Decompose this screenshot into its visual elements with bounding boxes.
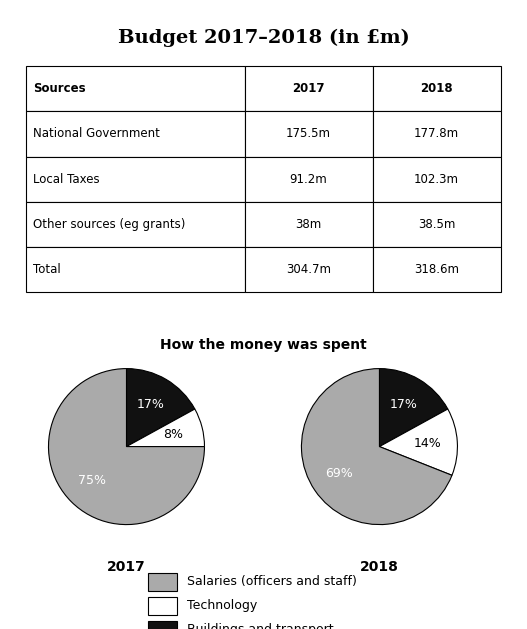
- Text: Sources: Sources: [33, 82, 85, 95]
- Text: Technology: Technology: [187, 599, 257, 612]
- Bar: [373, 247, 501, 292]
- Bar: [245, 66, 373, 111]
- Text: Other sources (eg grants): Other sources (eg grants): [33, 218, 185, 231]
- Text: 177.8m: 177.8m: [414, 128, 459, 140]
- Text: 91.2m: 91.2m: [290, 173, 327, 186]
- Bar: [245, 202, 373, 247]
- Text: 75%: 75%: [79, 474, 106, 487]
- Text: 2017: 2017: [107, 560, 146, 574]
- Text: 2018: 2018: [421, 82, 453, 95]
- Bar: [245, 157, 373, 202]
- Text: 69%: 69%: [326, 467, 353, 481]
- Wedge shape: [126, 369, 195, 447]
- Text: Budget 2017–2018 (in £m): Budget 2017–2018 (in £m): [118, 28, 409, 47]
- Bar: [373, 157, 501, 202]
- Wedge shape: [379, 409, 457, 476]
- Text: 14%: 14%: [414, 437, 442, 450]
- Bar: [245, 247, 373, 292]
- Bar: [26, 111, 245, 157]
- Bar: [373, 202, 501, 247]
- Bar: [26, 66, 245, 111]
- Text: 17%: 17%: [137, 398, 165, 411]
- Text: 17%: 17%: [390, 398, 418, 411]
- Wedge shape: [48, 369, 204, 525]
- Text: 175.5m: 175.5m: [286, 128, 331, 140]
- Bar: [148, 621, 177, 629]
- Text: Local Taxes: Local Taxes: [33, 173, 99, 186]
- Text: 2018: 2018: [360, 560, 399, 574]
- Text: 8%: 8%: [163, 428, 183, 441]
- Text: National Government: National Government: [33, 128, 160, 140]
- Text: Salaries (officers and staff): Salaries (officers and staff): [187, 576, 357, 588]
- Bar: [373, 66, 501, 111]
- Text: 304.7m: 304.7m: [286, 264, 331, 276]
- Bar: [26, 157, 245, 202]
- Text: 102.3m: 102.3m: [414, 173, 459, 186]
- Bar: [26, 202, 245, 247]
- Bar: [148, 573, 177, 591]
- Wedge shape: [126, 409, 204, 447]
- Text: 38.5m: 38.5m: [418, 218, 455, 231]
- Bar: [148, 597, 177, 615]
- Text: 38m: 38m: [296, 218, 321, 231]
- Bar: [26, 247, 245, 292]
- Text: 2017: 2017: [292, 82, 325, 95]
- Text: Buildings and transport: Buildings and transport: [187, 623, 334, 629]
- Wedge shape: [301, 369, 452, 525]
- Bar: [373, 111, 501, 157]
- Text: Total: Total: [33, 264, 61, 276]
- Bar: [245, 111, 373, 157]
- Text: How the money was spent: How the money was spent: [160, 338, 367, 352]
- Wedge shape: [379, 369, 448, 447]
- Text: 318.6m: 318.6m: [414, 264, 459, 276]
